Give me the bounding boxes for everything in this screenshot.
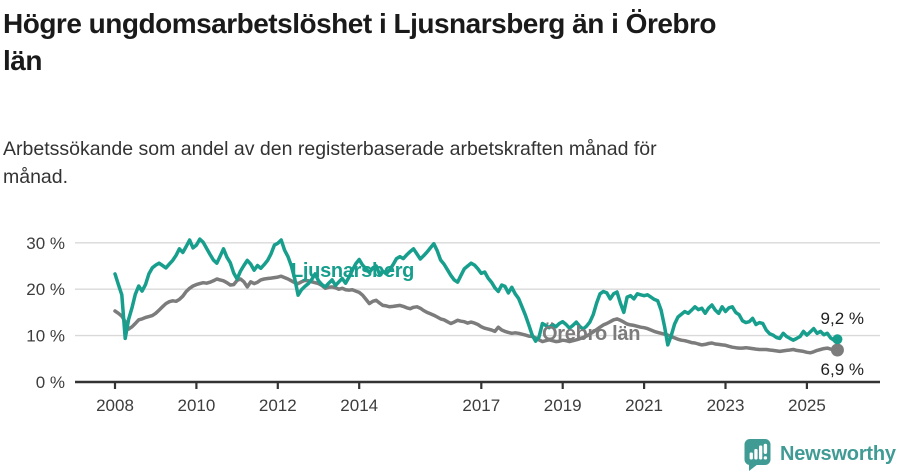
line-ljusnarsberg [113, 237, 840, 347]
newsworthy-logo-icon [744, 439, 771, 471]
end-dot--rebro-l-n [830, 343, 844, 357]
end-dot-ljusnarsberg [832, 334, 843, 345]
chart-subtitle-line-2: månad. [3, 166, 69, 188]
chart-subtitle-line-1: Arbetssökande som andel av den registerb… [3, 138, 657, 160]
x-axis-label-2012: 2012 [259, 396, 297, 415]
chart-subtitle: Arbetssökande som andel av den registerb… [3, 135, 863, 191]
end-value-label-orebro-lan: 6,9 % [820, 360, 864, 379]
series-label-ljusnarsberg: Ljusnarsberg [291, 260, 415, 282]
y-axis-label-30: 30 % [26, 234, 65, 253]
line--rebro-l-n [113, 274, 840, 355]
x-axis-label-2019: 2019 [544, 396, 582, 415]
y-axis-label-10: 10 % [26, 327, 65, 346]
x-axis-label-2017: 2017 [462, 396, 500, 415]
x-axis-label-2010: 2010 [177, 396, 215, 415]
y-axis-label-20: 20 % [26, 280, 65, 299]
series-label-orebro-lan: Örebro län [542, 323, 641, 345]
chart-title-line-2: län [3, 45, 42, 76]
x-axis-label-2023: 2023 [707, 396, 745, 415]
x-axis-label-2008: 2008 [96, 396, 134, 415]
y-axis-label-0: 0 % [36, 373, 65, 392]
chart-title: Högre ungdomsarbetslöshet i Ljusnarsberg… [3, 5, 883, 79]
chart-title-line-1: Högre ungdomsarbetslöshet i Ljusnarsberg… [3, 8, 717, 39]
x-axis-label-2014: 2014 [340, 396, 378, 415]
newsworthy-logo: Newsworthy [744, 438, 896, 471]
end-value-label-ljusnarsberg: 9,2 % [820, 309, 864, 328]
x-axis-label-2025: 2025 [788, 396, 826, 415]
unemployment-line-chart: 0 % 10 % 20 % 30 % 2008 2010 2012 2014 2017 2019 2… [26, 234, 880, 415]
newsworthy-logo-text: Newsworthy [780, 443, 896, 465]
x-axis-label-2021: 2021 [625, 396, 663, 415]
